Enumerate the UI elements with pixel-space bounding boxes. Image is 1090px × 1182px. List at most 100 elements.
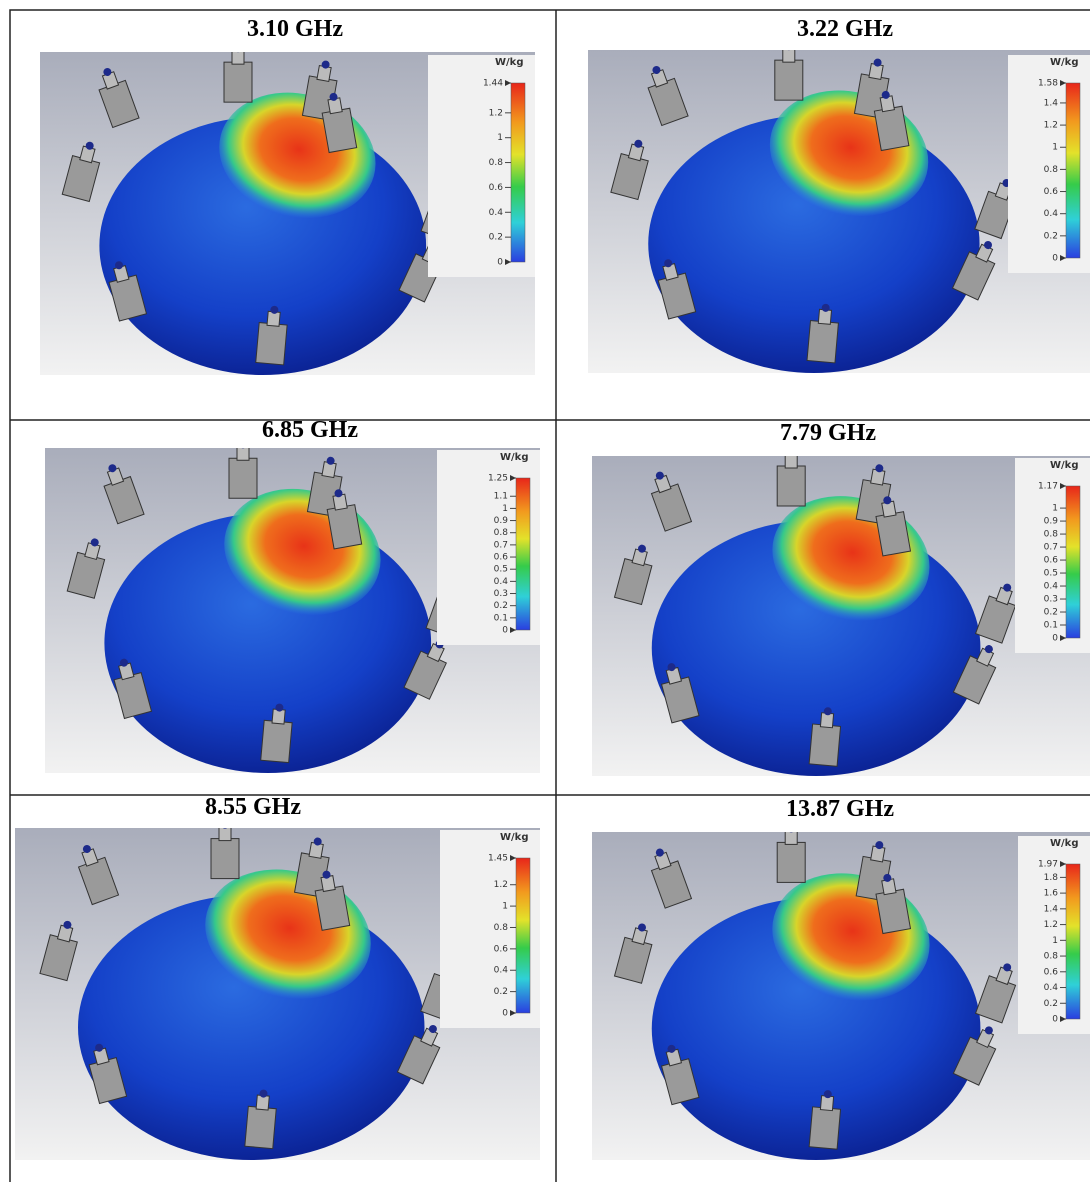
antenna [66, 538, 106, 599]
antenna-body [774, 59, 804, 101]
colorbar-tick-label: 0.6 [1044, 967, 1059, 977]
panel: 6.85 GHz W/kg 1.25 1.1 1 0.9 0.8 0.7 0.6 0.5 0.4 0.… [45, 417, 540, 773]
antenna-connector [322, 870, 331, 879]
antenna-body [223, 61, 253, 103]
colorbar-marker [1060, 635, 1066, 641]
antenna [806, 303, 839, 364]
antenna [776, 832, 806, 883]
colorbar-unit: W/kg [1050, 838, 1079, 849]
colorbar-tick-label: 1.2 [494, 880, 508, 890]
antenna [875, 873, 912, 935]
antenna-connector [787, 448, 795, 456]
antenna [314, 870, 351, 931]
antenna-connector [270, 305, 279, 314]
colorbar-tick-label: 0.6 [489, 183, 504, 193]
colorbar-tick-label: 0.6 [494, 944, 509, 954]
antenna-connector [883, 873, 892, 882]
antenna [808, 707, 842, 767]
colorbar-tick-label: 0.4 [1044, 209, 1059, 219]
colorbar-tick-label: 0 [502, 626, 508, 636]
antenna-body [806, 320, 839, 364]
antenna-connector [667, 1044, 676, 1053]
panel-title: 7.79 GHz [780, 420, 876, 446]
antenna-feed [782, 50, 796, 63]
antenna-connector [63, 920, 72, 929]
antenna-connector [334, 489, 343, 498]
simulation-image [592, 832, 1090, 1160]
antenna-connector [313, 837, 322, 846]
colorbar-tick-label: 0.8 [1044, 530, 1059, 540]
antenna [228, 448, 258, 499]
antenna [873, 90, 910, 152]
colorbar-tick-label: 1 [1052, 143, 1058, 153]
antenna-connector [1003, 963, 1012, 972]
colorbar-tick-label: 1.8 [1044, 873, 1059, 883]
antenna-connector [984, 1026, 993, 1035]
colorbar-tick-label: 0.8 [1044, 165, 1059, 175]
colorbar-tick-label: 1.4 [1044, 98, 1059, 108]
antenna [657, 259, 697, 320]
colorbar-tick-label: 0.3 [1044, 595, 1058, 605]
antenna [113, 658, 153, 720]
colorbar-marker [1060, 1016, 1066, 1022]
colorbar-tick-label: 0.2 [1044, 999, 1058, 1009]
colorbar-tick-label: 1 [1052, 504, 1058, 514]
antenna [974, 963, 1017, 1024]
grid-border [9, 9, 1090, 1182]
colorbar-marker [505, 80, 511, 86]
antenna-connector [85, 141, 94, 150]
colorbar-tick-label: 0.6 [1044, 556, 1059, 566]
simulation-image [588, 50, 1090, 373]
antenna-connector [637, 544, 646, 553]
antenna-connector [881, 90, 890, 99]
colorbar-marker [1060, 80, 1066, 86]
colorbar-tick-label: 0.3 [494, 589, 508, 599]
colorbar-tick-label: 0 [502, 1009, 508, 1019]
antenna-connector [875, 841, 884, 850]
antenna-connector [634, 139, 643, 148]
colorbar-tick-label: 0.1 [1044, 621, 1058, 631]
antenna-connector [119, 658, 128, 667]
antenna [321, 92, 358, 154]
colorbar-marker [1060, 255, 1066, 261]
panel-title: 8.55 GHz [205, 794, 301, 820]
colorbar-tick-label: 1.2 [1044, 121, 1058, 131]
antenna-connector [667, 663, 676, 672]
antenna-connector [883, 496, 892, 505]
colorbar-tick-label: 0 [1052, 634, 1058, 644]
antenna [952, 1026, 997, 1086]
antenna-connector [984, 645, 993, 654]
panel-grid [9, 9, 1090, 1182]
antenna-connector [95, 1043, 104, 1052]
antenna-feed [784, 456, 798, 469]
colorbar-tick-label: 0.4 [489, 208, 504, 218]
colorbar-tick-label: 0.2 [494, 987, 508, 997]
antenna-connector [787, 50, 790, 51]
antenna-body [808, 1106, 842, 1150]
antenna-connector [823, 1090, 832, 1099]
colorbar-tick-label: 1 [1052, 936, 1058, 946]
colorbar-tick-label: 1.1 [494, 492, 508, 502]
colorbar-marker [510, 1010, 516, 1016]
antenna-connector [236, 52, 240, 53]
antenna [610, 139, 649, 201]
antenna-connector [90, 538, 99, 547]
antenna-feed [218, 828, 232, 842]
colorbar-marker [510, 627, 516, 633]
antenna-connector [326, 456, 335, 465]
colorbar-tick-label: 1 [502, 504, 508, 514]
antenna-connector [984, 241, 993, 250]
antenna-connector [875, 464, 884, 473]
antenna-connector [329, 92, 338, 101]
colorbar-tick-label: 1.17 [1038, 482, 1058, 492]
antenna-connector [873, 58, 882, 67]
antenna-body [228, 457, 258, 499]
colorbar-marker [1060, 483, 1066, 489]
antenna-connector [275, 703, 284, 712]
antenna [613, 923, 653, 984]
panel-title: 6.85 GHz [262, 417, 358, 443]
colorbar [1065, 82, 1081, 259]
colorbar-tick-label: 1.4 [1044, 904, 1059, 914]
antenna-body [244, 1105, 277, 1150]
